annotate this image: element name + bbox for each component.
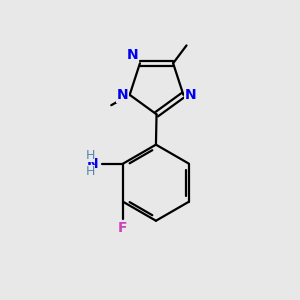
Text: H: H — [85, 149, 95, 162]
Text: N: N — [185, 88, 197, 102]
Text: H: H — [85, 166, 95, 178]
Text: N: N — [117, 88, 128, 102]
Text: F: F — [118, 221, 128, 235]
Text: N: N — [87, 157, 99, 171]
Text: N: N — [127, 48, 139, 62]
